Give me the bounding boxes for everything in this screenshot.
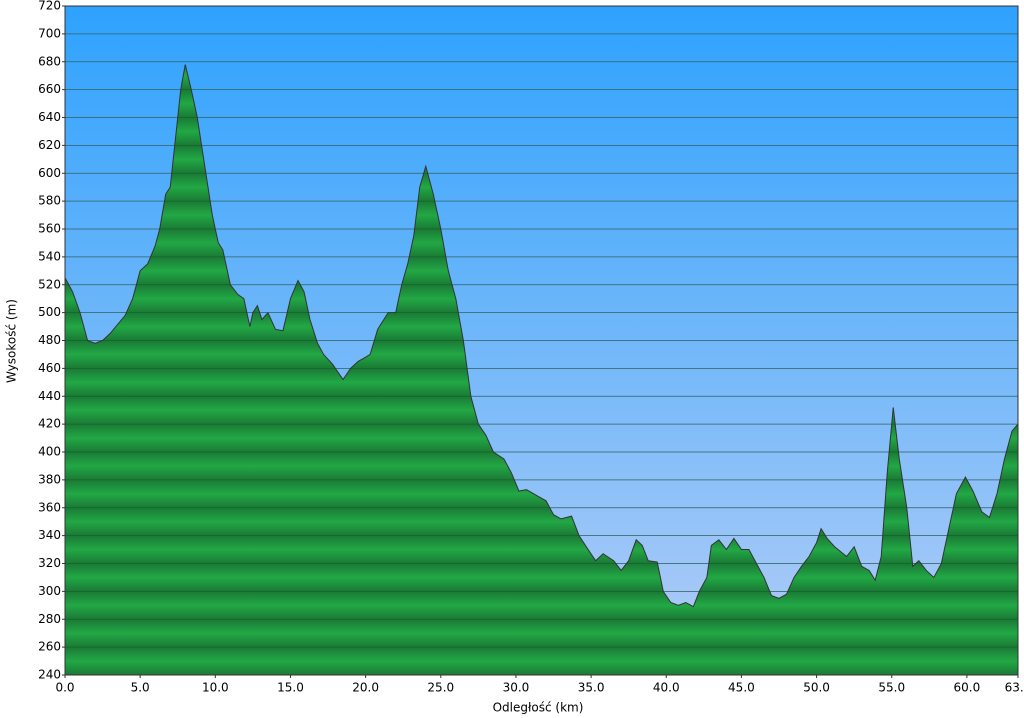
y-tick-label: 660 [38, 82, 61, 96]
elevation-line [64, 64, 1019, 608]
y-tick-label: 560 [38, 222, 61, 236]
y-tick-label: 320 [38, 556, 61, 570]
x-tick-label: 5.0 [131, 681, 150, 695]
y-tick-label: 480 [38, 333, 61, 347]
elevation-area [65, 64, 1018, 676]
y-tick-label: 420 [38, 417, 61, 431]
x-tick-label: 50.0 [803, 681, 830, 695]
x-tick-label: 55.0 [878, 681, 905, 695]
x-tick-label: 45.0 [728, 681, 755, 695]
y-tick-label: 400 [38, 445, 61, 459]
y-tick-label: 360 [38, 500, 61, 514]
x-tick-label: 35.0 [578, 681, 605, 695]
y-tick-label: 700 [38, 26, 61, 40]
y-tick-label: 680 [38, 54, 61, 68]
y-tick-label: 260 [38, 640, 61, 654]
x-tick-label: 20.0 [352, 681, 379, 695]
y-tick-label: 640 [38, 110, 61, 124]
y-axis-title: Wysokość (m) [5, 299, 19, 383]
x-tick-label: 60.0 [954, 681, 981, 695]
x-tick-label: 25.0 [427, 681, 454, 695]
x-tick-label: 0.0 [55, 681, 74, 695]
y-tick-label: 340 [38, 528, 61, 542]
y-tick-label: 500 [38, 305, 61, 319]
y-tick-label: 580 [38, 194, 61, 208]
y-tick-label: 520 [38, 277, 61, 291]
y-tick-label: 440 [38, 389, 61, 403]
y-tick-label: 620 [38, 138, 61, 152]
x-tick-label: 10.0 [202, 681, 229, 695]
x-tick-label: 63.4 [1005, 681, 1024, 695]
y-tick-label: 280 [38, 612, 61, 626]
y-tick-label: 600 [38, 166, 61, 180]
x-tick-label: 30.0 [503, 681, 530, 695]
y-tick-label: 300 [38, 584, 61, 598]
y-tick-label: 240 [38, 668, 61, 682]
x-tick-label: 15.0 [277, 681, 304, 695]
y-tick-label: 720 [38, 0, 61, 13]
x-axis-title: Odległość (km) [493, 701, 584, 715]
y-tick-label: 380 [38, 472, 61, 486]
y-tick-label: 460 [38, 361, 61, 375]
y-tick-label: 540 [38, 249, 61, 263]
x-tick-label: 40.0 [653, 681, 680, 695]
